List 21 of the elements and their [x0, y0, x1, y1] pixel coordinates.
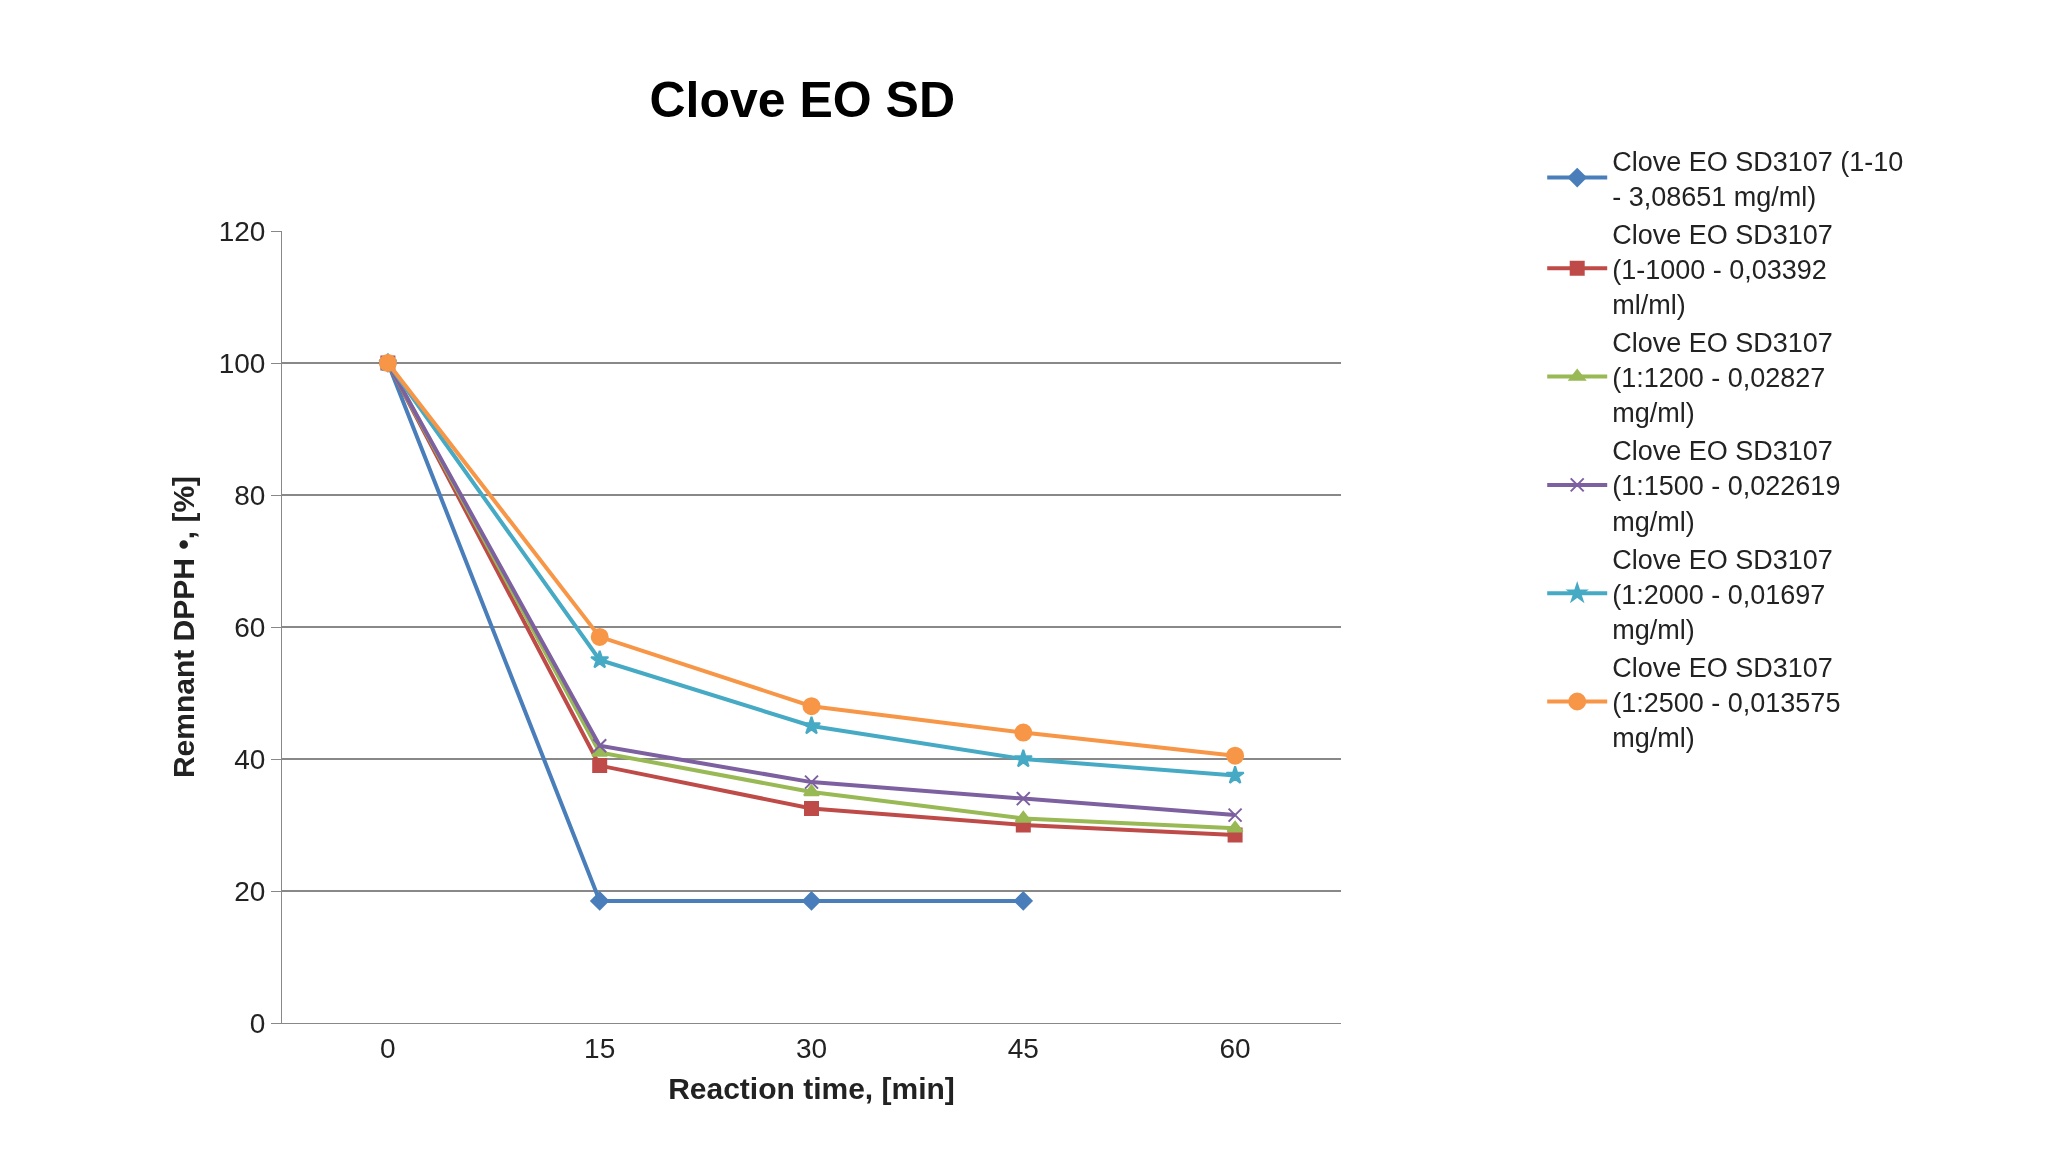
x-tick-label: 15 [584, 1032, 616, 1064]
legend-label: Clove EO SD3107 (1:1500 - 0,022619 mg/ml) [1612, 436, 1841, 537]
x-tick-label: 0 [380, 1032, 396, 1064]
legend-label: Clove EO SD3107 (1:2000 - 0,01697 mg/ml) [1612, 544, 1833, 645]
y-tick-label: 100 [218, 347, 266, 379]
x-axis-title: Reaction time, [min] [668, 1072, 955, 1106]
y-tick-label: 120 [218, 215, 266, 247]
chart-title: Clove EO SD [649, 72, 956, 129]
x-tick-label: 60 [1219, 1032, 1251, 1064]
y-tick-label: 80 [234, 479, 266, 511]
y-tick-label: 20 [234, 875, 266, 907]
legend-label: Clove EO SD3107 (1:1200 - 0,02827 mg/ml) [1612, 328, 1833, 429]
y-tick-label: 0 [249, 1007, 266, 1039]
x-tick-label: 30 [795, 1032, 828, 1064]
legend-label: Clove EO SD3107 (1-1000 - 0,03392 ml/ml) [1612, 219, 1833, 320]
legend-label: Clove EO SD3107 (1-10 - 3,08651 mg/ml) [1612, 146, 1904, 212]
y-tick-label: 40 [234, 743, 266, 775]
y-axis-title: Remnant DPPH •, [%] [166, 475, 200, 779]
legend-label: Clove EO SD3107 (1:2500 - 0,013575 mg/ml) [1612, 652, 1841, 754]
y-tick-label: 60 [234, 611, 266, 643]
x-tick-label: 45 [1007, 1032, 1039, 1064]
